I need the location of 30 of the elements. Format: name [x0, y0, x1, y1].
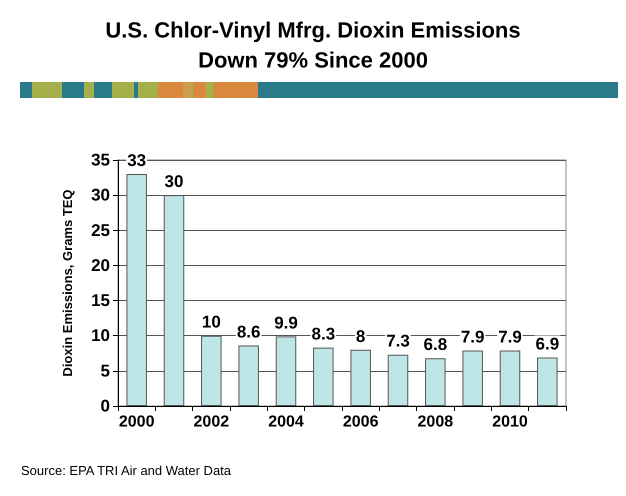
- data-label: 8.6: [236, 322, 260, 342]
- y-tick-label: 5: [100, 361, 110, 380]
- y-tick-label: 0: [100, 396, 110, 416]
- x-tick-label: 2010: [492, 414, 528, 430]
- data-label: 7.9: [460, 327, 484, 346]
- data-label: 6.9: [536, 334, 560, 354]
- data-label: 10: [202, 312, 221, 332]
- x-tick-label: 2008: [418, 414, 454, 430]
- chart-subtitle: Down 79% Since 2000: [198, 48, 428, 72]
- y-tick-label: 25: [91, 220, 110, 240]
- data-label: 33: [127, 151, 146, 170]
- data-label: 30: [164, 172, 184, 192]
- x-tick-label: 2000: [118, 414, 155, 430]
- data-label: 7.9: [498, 327, 522, 346]
- x-tick-label: 2006: [342, 414, 379, 430]
- chart-title: U.S. Chlor-Vinyl Mfrg. Dioxin Emissions: [105, 18, 521, 42]
- data-label: 8.3: [312, 324, 336, 344]
- data-label: 6.8: [424, 335, 448, 354]
- x-tick-label: 2004: [268, 414, 304, 430]
- data-label: 8: [356, 326, 366, 346]
- y-tick-label: 10: [91, 326, 110, 346]
- y-tick-label: 20: [91, 256, 110, 275]
- y-axis-title: Dioxin Emissions, Grams TEQ: [60, 189, 75, 377]
- y-tick-label: 35: [91, 150, 110, 170]
- data-label: 9.9: [274, 313, 298, 332]
- y-tick-label: 15: [91, 291, 110, 310]
- data-label: 7.3: [386, 332, 410, 351]
- y-tick-label: 30: [91, 186, 110, 205]
- x-tick-label: 2002: [194, 414, 230, 430]
- source-note: Source: EPA TRI Air and Water Data: [21, 463, 232, 478]
